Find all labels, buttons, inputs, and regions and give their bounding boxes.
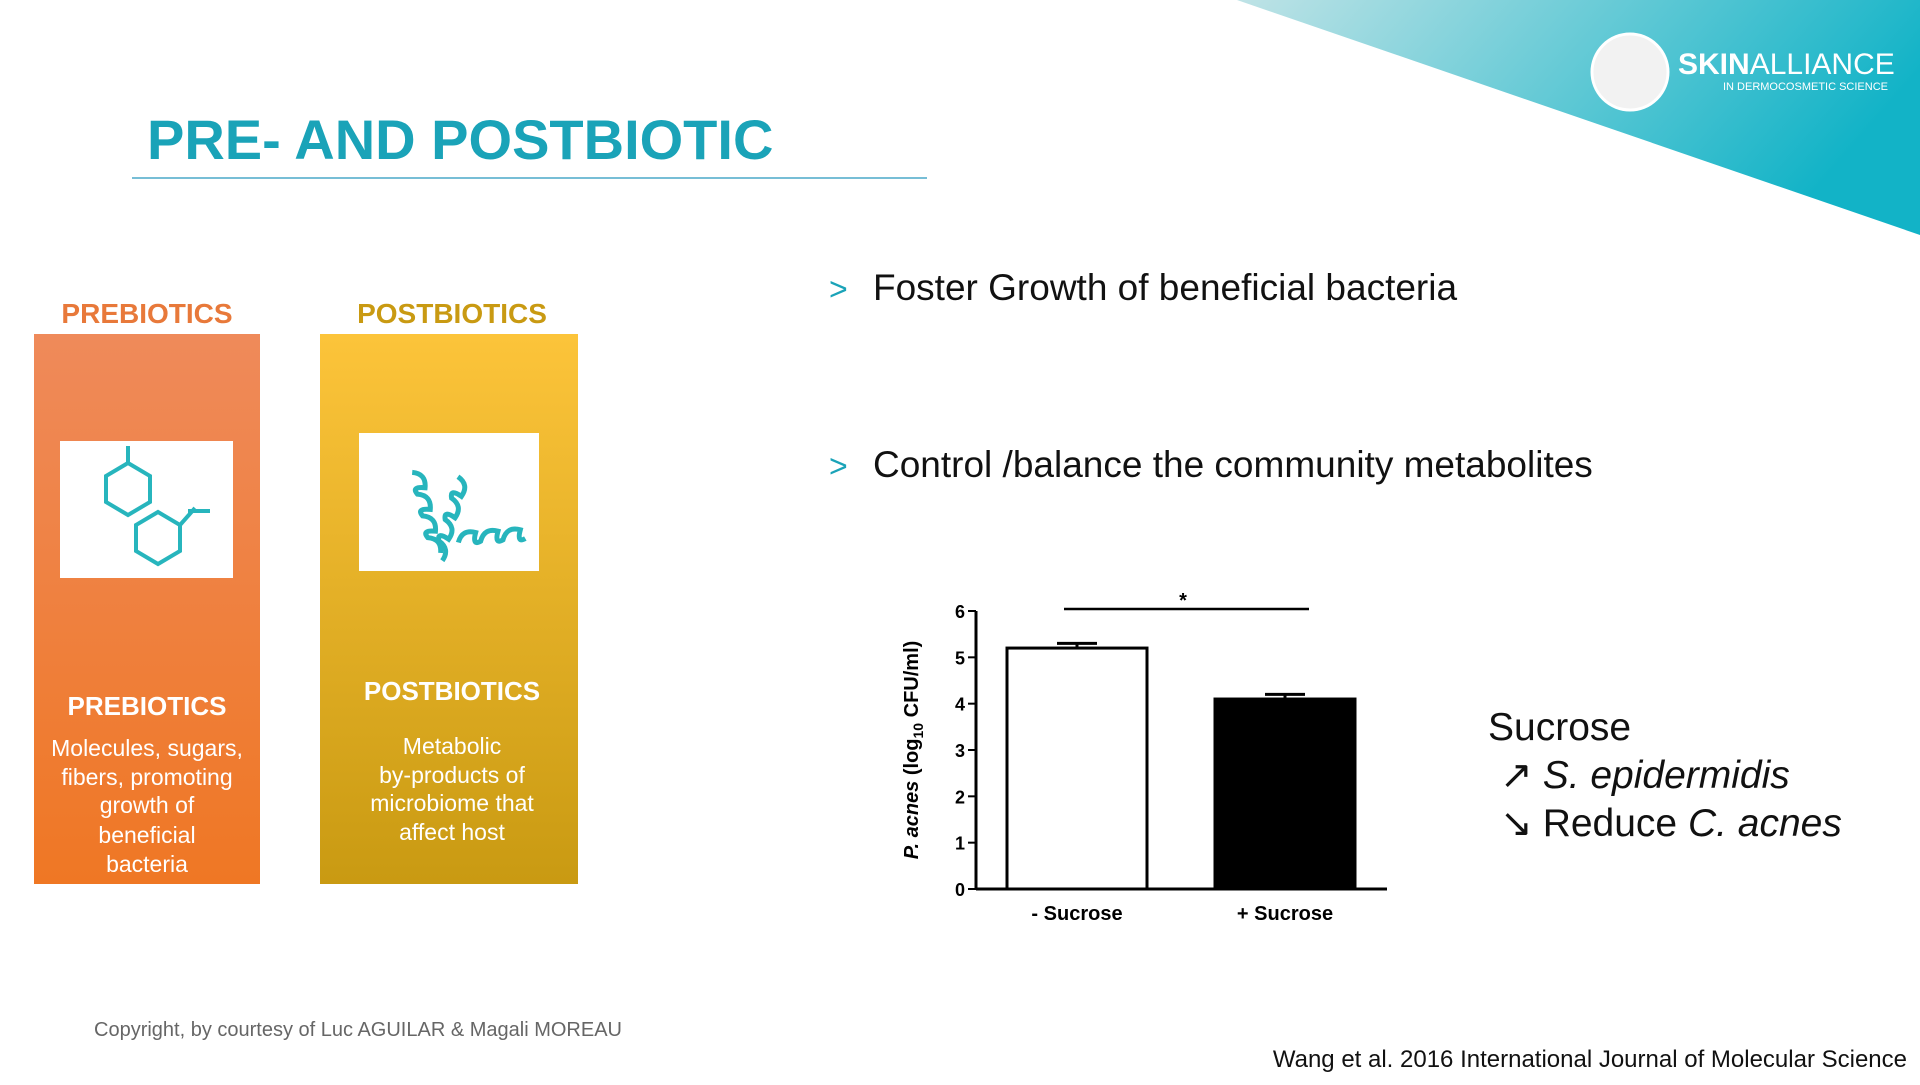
significance-mark: * [1179, 590, 1187, 612]
y-axis-label: P. acnes (log10 CFU/ml) [901, 641, 926, 860]
card-body-line: by-products of [379, 762, 525, 788]
note-title: Sucrose [1488, 706, 1631, 749]
icon-box [359, 433, 539, 571]
y-tick-label: 6 [955, 602, 965, 622]
y-tick-label: 0 [955, 880, 965, 900]
note-text: C. acnes [1688, 802, 1842, 845]
copyright: Copyright, by courtesy of Luc AGUILAR & … [94, 1019, 622, 1041]
logo-icon [1590, 32, 1670, 112]
card-title: PREBIOTICS [68, 691, 227, 721]
molecule-icon [104, 446, 210, 567]
card-title: POSTBIOTICS [364, 676, 540, 706]
content: Molecules, sugars, fibers, promotinggrowt… [51, 267, 1842, 925]
y-axis-label-part: 10 [910, 723, 926, 739]
bar [1213, 697, 1357, 891]
bar [1005, 646, 1149, 891]
note-arrow: ↘ [1500, 802, 1533, 845]
y-axis-label-part: P. acnes [901, 781, 923, 860]
bullet-text: Control /balance the community metabolit… [873, 444, 1593, 485]
y-tick-label: 3 [955, 741, 965, 761]
x-tick-label: - Sucrose [1031, 903, 1122, 925]
y-tick-label: 2 [955, 787, 965, 807]
note-line: ↗ S. epidermidis [1500, 754, 1790, 797]
card-body-line: bacteria [106, 851, 188, 877]
x-tick-label: + Sucrose [1237, 903, 1333, 925]
bullet-marker: > [829, 448, 848, 484]
card-body-line: affect host [399, 819, 505, 845]
y-axis-label-part: (log [901, 738, 923, 780]
card [34, 334, 260, 884]
y-axis-label-part: CFU/ml) [901, 641, 923, 723]
note-text: Reduce [1543, 802, 1688, 845]
card-body-line: microbiome that [370, 790, 534, 816]
card-heading: PREBIOTICS [61, 298, 232, 329]
card-body-line: fibers, promoting [61, 764, 232, 790]
bullet-text: Foster Growth of beneficial bacteria [873, 267, 1457, 308]
slide-title: PRE- AND POSTBIOTIC [147, 108, 773, 171]
card-body-line: Molecules, sugars, [51, 735, 243, 761]
y-tick-label: 4 [955, 695, 965, 715]
card-body-line: Metabolic [403, 733, 501, 759]
corner-decoration [1237, 0, 1920, 235]
y-tick-label: 1 [955, 834, 965, 854]
note-line: ↘ Reduce C. acnes [1500, 802, 1842, 845]
logo-brand: SKINALLIANCE [1678, 48, 1895, 81]
y-tick-label: 5 [955, 648, 965, 668]
citation: Wang et al. 2016 International Journal o… [1273, 1046, 1907, 1073]
note-text: S. epidermidis [1543, 754, 1790, 797]
bullet-marker: > [829, 271, 848, 307]
card [320, 334, 578, 884]
card-heading: POSTBIOTICS [357, 298, 547, 329]
note-arrow: ↗ [1500, 754, 1533, 797]
logo-tagline: IN DERMOCOSMETIC SCIENCE [1723, 81, 1888, 93]
card-body-line: growth of [100, 792, 195, 818]
card-body-line: beneficial [98, 822, 195, 848]
spring-icon [411, 469, 527, 563]
